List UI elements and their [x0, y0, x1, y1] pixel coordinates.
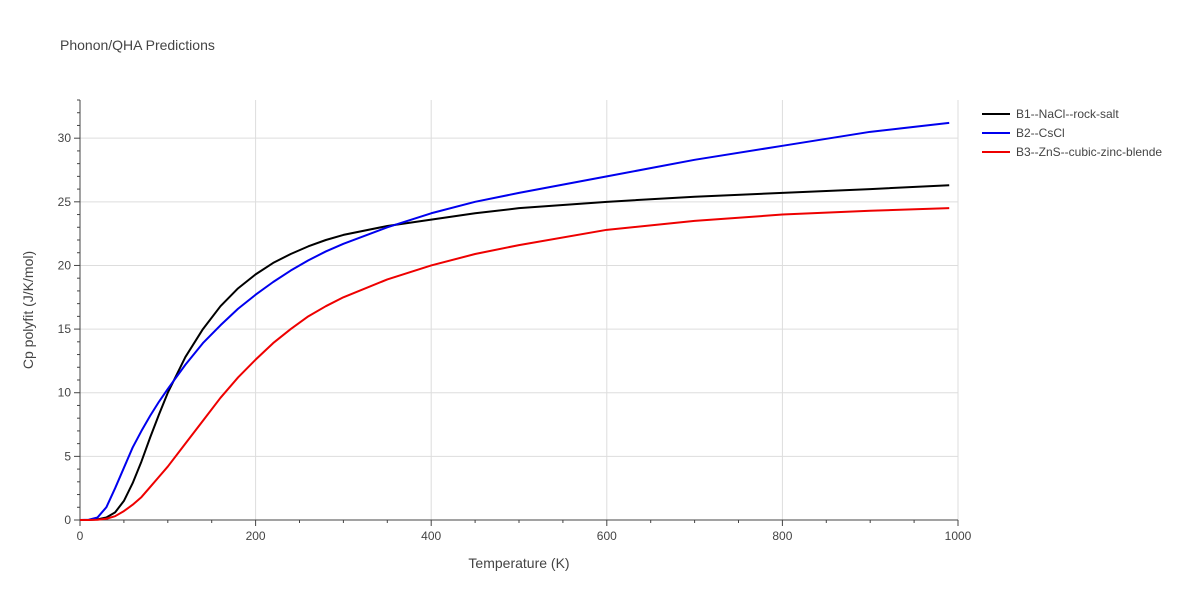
axes: 0 200 400 600 800 1000 0 5 10 15 20 25 30	[58, 99, 972, 543]
x-tick-label: 400	[421, 529, 441, 543]
series-line-2[interactable]	[79, 121, 950, 521]
y-tick-label: 15	[58, 322, 72, 336]
x-tick-label: 200	[246, 529, 266, 543]
legend-label: B2--CsCl	[1016, 126, 1065, 140]
y-tick-label: 20	[58, 258, 72, 272]
x-tick-label: 1000	[945, 529, 972, 543]
y-tick-label: 10	[58, 386, 72, 400]
grid	[80, 100, 959, 520]
legend[interactable]: B1--NaCl--rock-salt B2--CsCl B3--ZnS--cubi…	[982, 107, 1162, 159]
x-tick-label: 800	[772, 529, 792, 543]
y-tick-label: 5	[64, 449, 71, 463]
legend-label: B1--NaCl--rock-salt	[1016, 107, 1119, 121]
x-axis-title: Temperature (K)	[468, 555, 569, 571]
y-tick-label: 0	[64, 513, 71, 527]
y-tick-label: 30	[58, 131, 72, 145]
x-tick-label: 600	[597, 529, 617, 543]
plot-area[interactable]	[79, 121, 950, 521]
legend-item-2[interactable]: B2--CsCl	[982, 126, 1065, 140]
series-line-1[interactable]	[79, 184, 950, 521]
y-axis-title: Cp polyfit (J/K/mol)	[20, 251, 36, 369]
chart-title: Phonon/QHA Predictions	[60, 37, 215, 53]
y-tick-label: 25	[58, 195, 72, 209]
legend-label: B3--ZnS--cubic-zinc-blende	[1016, 145, 1162, 159]
x-tick-label: 0	[77, 529, 84, 543]
legend-item-3[interactable]: B3--ZnS--cubic-zinc-blende	[982, 145, 1162, 159]
legend-item-1[interactable]: B1--NaCl--rock-salt	[982, 107, 1119, 121]
series-line-3[interactable]	[80, 207, 950, 521]
